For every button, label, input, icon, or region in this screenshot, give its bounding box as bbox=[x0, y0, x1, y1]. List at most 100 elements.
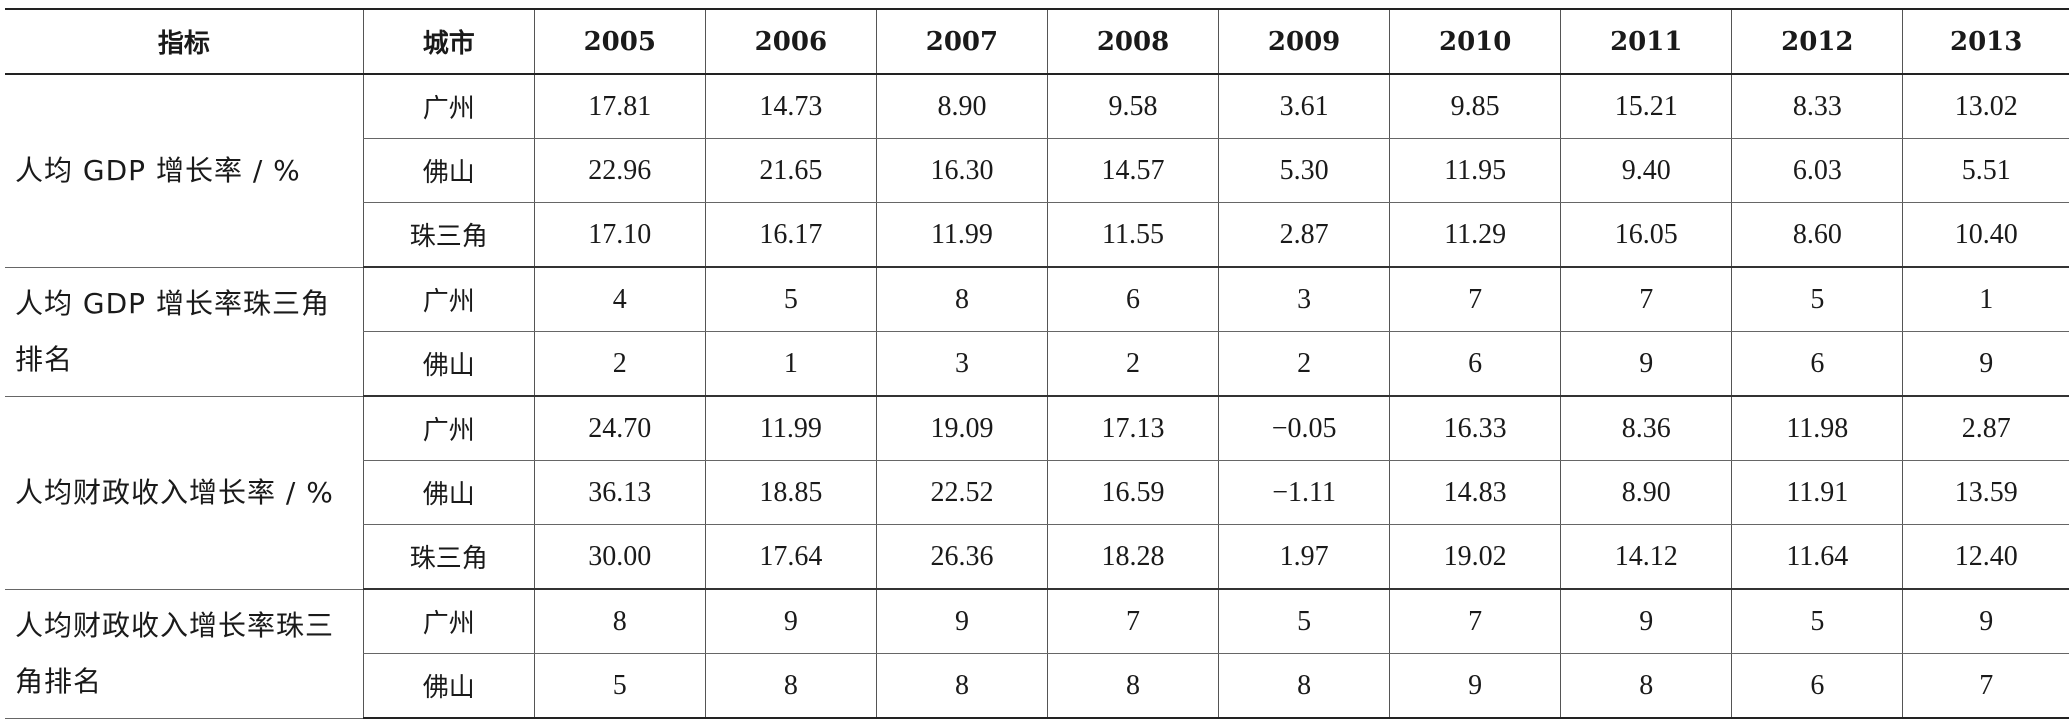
value-cell: 6.03 bbox=[1731, 138, 1903, 203]
value-cell: 7 bbox=[1389, 267, 1561, 332]
value-cell: 1 bbox=[1902, 267, 2069, 332]
value-cell: 24.70 bbox=[533, 396, 706, 461]
value-cell: 11.91 bbox=[1731, 460, 1903, 525]
value-cell: 7 bbox=[1389, 589, 1561, 654]
header-year: 2006 bbox=[704, 8, 877, 75]
indicator-cell: 人均财政收入增长率珠三角排名 bbox=[5, 589, 364, 719]
value-cell: 11.55 bbox=[1046, 202, 1219, 268]
value-cell: 8.33 bbox=[1731, 74, 1903, 139]
city-cell: 广州 bbox=[362, 589, 535, 654]
value-cell: 6 bbox=[1046, 267, 1219, 332]
city-cell: 佛山 bbox=[362, 138, 535, 203]
value-cell: 13.02 bbox=[1902, 74, 2069, 139]
value-cell: 11.29 bbox=[1389, 202, 1561, 268]
value-cell: 9.58 bbox=[1046, 74, 1219, 139]
value-cell: 8 bbox=[704, 653, 877, 719]
value-cell: 16.05 bbox=[1560, 202, 1732, 268]
city-cell: 佛山 bbox=[362, 653, 535, 719]
table-row: 佛山 2 1 3 2 2 6 9 6 9 bbox=[5, 331, 2069, 397]
value-cell: 19.02 bbox=[1389, 524, 1561, 590]
value-cell: 5 bbox=[1731, 267, 1903, 332]
table-row: 人均 GDP 增长率 / % 广州 17.81 14.73 8.90 9.58 3.61 9.… bbox=[5, 74, 2069, 268]
value-cell: 9 bbox=[1389, 653, 1561, 719]
value-cell: 30.00 bbox=[533, 524, 706, 590]
indicator-cell: 人均财政收入增长率 / % bbox=[5, 396, 364, 590]
value-cell: 11.99 bbox=[704, 396, 877, 461]
value-cell: 14.57 bbox=[1046, 138, 1219, 203]
value-cell: 7 bbox=[1560, 267, 1732, 332]
data-table: 指标 城市 2005 2006 2007 2008 2009 2010 2011 2012 2013… bbox=[5, 8, 2069, 719]
value-cell: 14.73 bbox=[704, 74, 877, 139]
value-cell: 8.90 bbox=[1560, 460, 1732, 525]
value-cell: −0.05 bbox=[1218, 396, 1390, 461]
city-cell: 珠三角 bbox=[362, 202, 535, 268]
value-cell: 1.97 bbox=[1218, 524, 1390, 590]
value-cell: 8.36 bbox=[1560, 396, 1732, 461]
value-cell: 8 bbox=[875, 653, 1048, 719]
value-cell: 8.90 bbox=[875, 74, 1048, 139]
value-cell: 16.33 bbox=[1389, 396, 1561, 461]
header-year: 2010 bbox=[1389, 8, 1561, 75]
value-cell: 9.40 bbox=[1560, 138, 1732, 203]
table-header: 指标 城市 2005 2006 2007 2008 2009 2010 2011 2012 2013 bbox=[5, 8, 2069, 75]
indicator-cell: 人均 GDP 增长率珠三角排名 bbox=[5, 267, 364, 397]
city-cell: 广州 bbox=[362, 396, 535, 461]
value-cell: 9 bbox=[704, 589, 877, 654]
header-year: 2007 bbox=[875, 8, 1048, 75]
value-cell: 8 bbox=[1218, 653, 1390, 719]
value-cell: 1 bbox=[704, 331, 877, 397]
value-cell: 8 bbox=[1560, 653, 1732, 719]
value-cell: 7 bbox=[1902, 653, 2069, 719]
value-cell: 5.51 bbox=[1902, 138, 2069, 203]
value-cell: 17.13 bbox=[1046, 396, 1219, 461]
value-cell: 5 bbox=[1731, 589, 1903, 654]
header-city: 城市 bbox=[362, 8, 535, 75]
value-cell: 2.87 bbox=[1218, 202, 1390, 268]
value-cell: 16.17 bbox=[704, 202, 877, 268]
value-cell: 14.83 bbox=[1389, 460, 1561, 525]
table-row: 人均财政收入增长率珠三角排名 广州 8 9 9 7 5 7 9 5 9 bbox=[5, 589, 2069, 719]
table-row: 人均财政收入增长率 / % 广州 24.70 11.99 19.09 17.13 −0.05… bbox=[5, 396, 2069, 590]
value-cell: 15.21 bbox=[1560, 74, 1732, 139]
value-cell: 11.95 bbox=[1389, 138, 1561, 203]
value-cell: 2 bbox=[533, 331, 706, 397]
value-cell: 19.09 bbox=[875, 396, 1048, 461]
table-row: 佛山 5 8 8 8 8 9 8 6 7 bbox=[5, 653, 2069, 719]
value-cell: 21.65 bbox=[704, 138, 877, 203]
city-cell: 广州 bbox=[362, 267, 535, 332]
city-cell: 珠三角 bbox=[362, 524, 535, 590]
value-cell: 10.40 bbox=[1902, 202, 2069, 268]
value-cell: 5 bbox=[1218, 589, 1390, 654]
value-cell: 9 bbox=[1902, 589, 2069, 654]
table-row: 珠三角 30.00 17.64 26.36 18.28 1.97 19.02 14.12 11.… bbox=[5, 524, 2069, 590]
value-cell: 14.12 bbox=[1560, 524, 1732, 590]
header-year: 2011 bbox=[1560, 8, 1732, 75]
value-cell: 11.98 bbox=[1731, 396, 1903, 461]
value-cell: 3 bbox=[1218, 267, 1390, 332]
value-cell: 8.60 bbox=[1731, 202, 1903, 268]
header-year: 2012 bbox=[1731, 8, 1903, 75]
value-cell: 8 bbox=[533, 589, 706, 654]
value-cell: 26.36 bbox=[875, 524, 1048, 590]
table-row: 珠三角 17.10 16.17 11.99 11.55 2.87 11.29 16.05 8.6… bbox=[5, 202, 2069, 268]
table-row: 佛山 36.13 18.85 22.52 16.59 −1.11 14.83 8.90 11.9… bbox=[5, 460, 2069, 525]
value-cell: 17.64 bbox=[704, 524, 877, 590]
value-cell: 22.96 bbox=[533, 138, 706, 203]
value-cell: 11.99 bbox=[875, 202, 1048, 268]
value-cell: 9 bbox=[875, 589, 1048, 654]
value-cell: 6 bbox=[1731, 653, 1903, 719]
value-cell: 6 bbox=[1731, 331, 1903, 397]
indicator-cell: 人均 GDP 增长率 / % bbox=[5, 74, 364, 268]
header-year: 2008 bbox=[1046, 8, 1219, 75]
value-cell: 5.30 bbox=[1218, 138, 1390, 203]
value-cell: 16.59 bbox=[1046, 460, 1219, 525]
value-cell: 36.13 bbox=[533, 460, 706, 525]
value-cell: 8 bbox=[875, 267, 1048, 332]
value-cell: 9 bbox=[1560, 589, 1732, 654]
value-cell: 17.10 bbox=[533, 202, 706, 268]
data-table-container: 指标 城市 2005 2006 2007 2008 2009 2010 2011 2012 2013… bbox=[5, 8, 2069, 719]
header-year: 2009 bbox=[1218, 8, 1390, 75]
header-year: 2005 bbox=[533, 8, 706, 75]
value-cell: 5 bbox=[533, 653, 706, 719]
value-cell: 3.61 bbox=[1218, 74, 1390, 139]
